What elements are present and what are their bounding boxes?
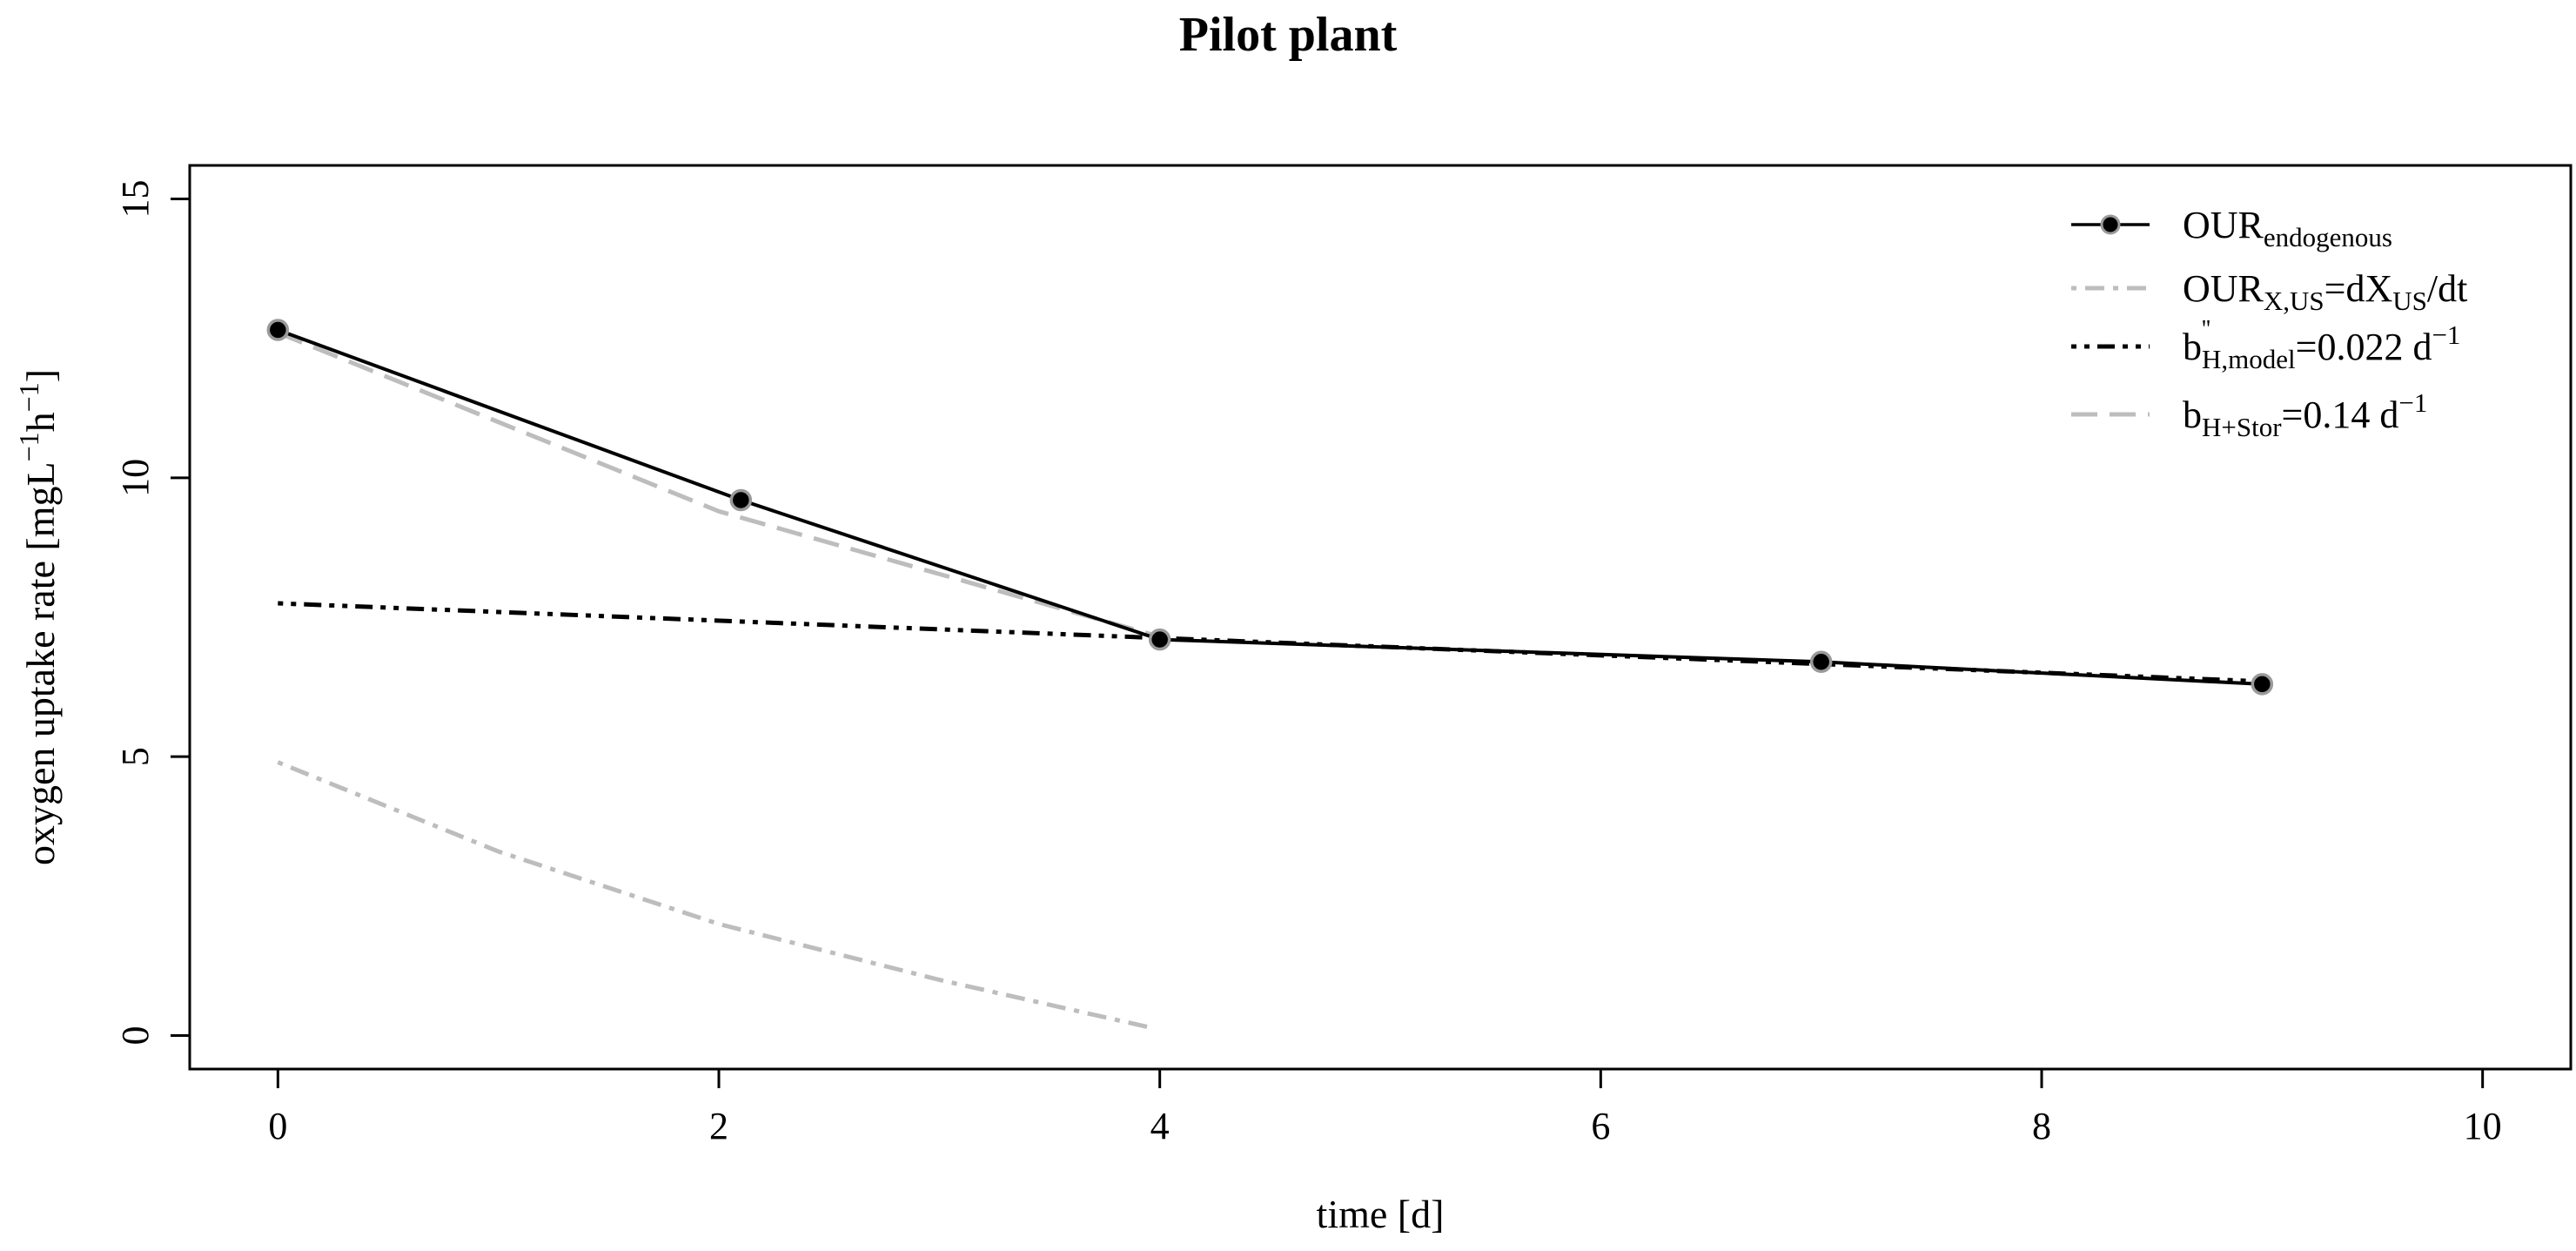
series-layer [266,319,2274,1030]
legend-label-b-h-stor: bH+Stor=0.14 d−1 [2183,387,2427,442]
y-axis-label-sup1: −1 [13,432,44,461]
series-line-our-xus [277,760,1150,1030]
x-tick-label: 4 [1150,1105,1170,1147]
data-point-our-endogenous [2251,673,2274,696]
data-point-our-endogenous [1148,628,1171,651]
legend-label-b-h-model: b'' H,model=0.022 d−1 [2183,316,2460,374]
y-tick-label: 5 [114,747,157,766]
legend-entry-our-xus: OURX,US=dXUS/dt [2071,267,2467,316]
x-axis-label: time [d] [1317,1192,1445,1236]
x-tick-label: 2 [709,1105,728,1147]
legend-entry-b-h-stor: bH+Stor=0.14 d−1 [2071,387,2427,442]
legend-marker-our-endogenous [2100,214,2121,235]
x-axis: 0 2 4 6 8 10 [268,1067,2502,1147]
legend: OURendogenous OURX,US=dXUS/dt b'' H,model… [2071,204,2467,442]
x-tick-label: 0 [268,1105,287,1147]
data-point-our-endogenous [1809,650,1833,674]
y-axis-label-prefix: oxygen uptake rate [mgL [18,461,63,865]
series-line-our-endogenous [277,328,2263,686]
legend-label-our-endogenous: OURendogenous [2183,204,2392,252]
y-axis: 0 5 10 15 [114,179,191,1046]
chart-title: Pilot plant [1179,8,1398,62]
x-tick-label: 10 [2464,1105,2502,1147]
y-axis-label-suffix: ] [18,369,63,382]
x-tick-label: 8 [2032,1105,2051,1147]
y-tick-label: 15 [114,179,157,218]
y-axis-label: oxygen uptake rate [mgL−1h−1] [13,369,63,865]
legend-label-our-xus: OURX,US=dXUS/dt [2183,267,2467,316]
legend-entry-our-endogenous: OURendogenous [2071,204,2392,252]
data-point-our-endogenous [729,488,753,512]
y-tick-label: 0 [114,1026,157,1046]
legend-entry-b-h-model: b'' H,model=0.022 d−1 [2071,316,2460,374]
data-point-our-endogenous [266,319,290,341]
y-axis-label-sup2: −1 [13,382,44,412]
series-line-b-h-stor [277,330,1161,639]
y-tick-label: 10 [114,459,157,497]
x-tick-label: 6 [1591,1105,1610,1147]
y-axis-label-mid: h [18,412,63,432]
